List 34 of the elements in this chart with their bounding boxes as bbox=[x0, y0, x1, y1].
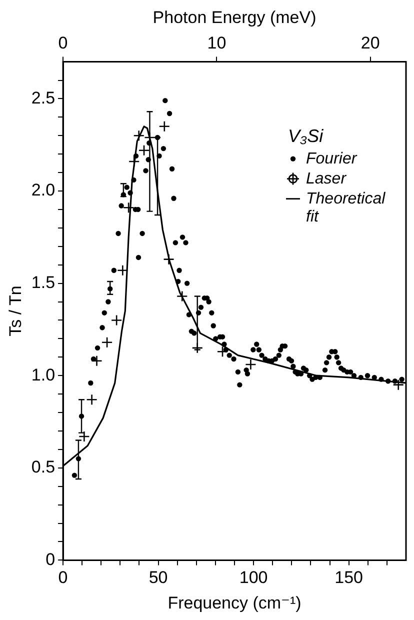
legend-label: Theoretical fit bbox=[306, 190, 386, 226]
x2-tick-label: 10 bbox=[207, 33, 226, 52]
point bbox=[133, 130, 145, 142]
x2-tick-label: 20 bbox=[360, 33, 380, 52]
point bbox=[138, 144, 150, 156]
x2-axis-title: Photon Energy (meV) bbox=[152, 8, 316, 27]
point bbox=[163, 254, 174, 265]
y-tick-label: 0.5 bbox=[31, 458, 56, 477]
y-axis-title: Ts / Tn bbox=[6, 286, 25, 336]
point bbox=[128, 156, 140, 168]
x-axis-title: Frequency (cm⁻¹) bbox=[168, 593, 302, 612]
y-tick-label: 1.0 bbox=[31, 365, 56, 384]
point bbox=[101, 336, 113, 348]
point bbox=[122, 202, 134, 214]
point bbox=[176, 290, 188, 302]
point bbox=[245, 358, 256, 370]
y-tick-label: 1.5 bbox=[31, 273, 56, 292]
point bbox=[91, 355, 102, 366]
point bbox=[117, 264, 128, 276]
y-tick-label: 2.5 bbox=[31, 88, 56, 108]
point bbox=[392, 379, 404, 390]
y-tick-label: 0 bbox=[46, 550, 56, 569]
x-tick-label: 50 bbox=[148, 568, 168, 588]
y-tick-label: 2.0 bbox=[31, 180, 56, 200]
x2-tick-label: 0 bbox=[58, 33, 68, 52]
x-tick-label: 150 bbox=[334, 568, 364, 588]
legend-label: Fourier bbox=[306, 150, 358, 168]
point bbox=[216, 346, 228, 358]
x-tick-label: 0 bbox=[58, 568, 68, 588]
point bbox=[110, 314, 122, 326]
legend-label: Laser bbox=[306, 170, 347, 188]
x-tick-label: 100 bbox=[239, 568, 268, 588]
legend-title: V₃Si bbox=[288, 126, 324, 146]
point bbox=[158, 120, 170, 132]
